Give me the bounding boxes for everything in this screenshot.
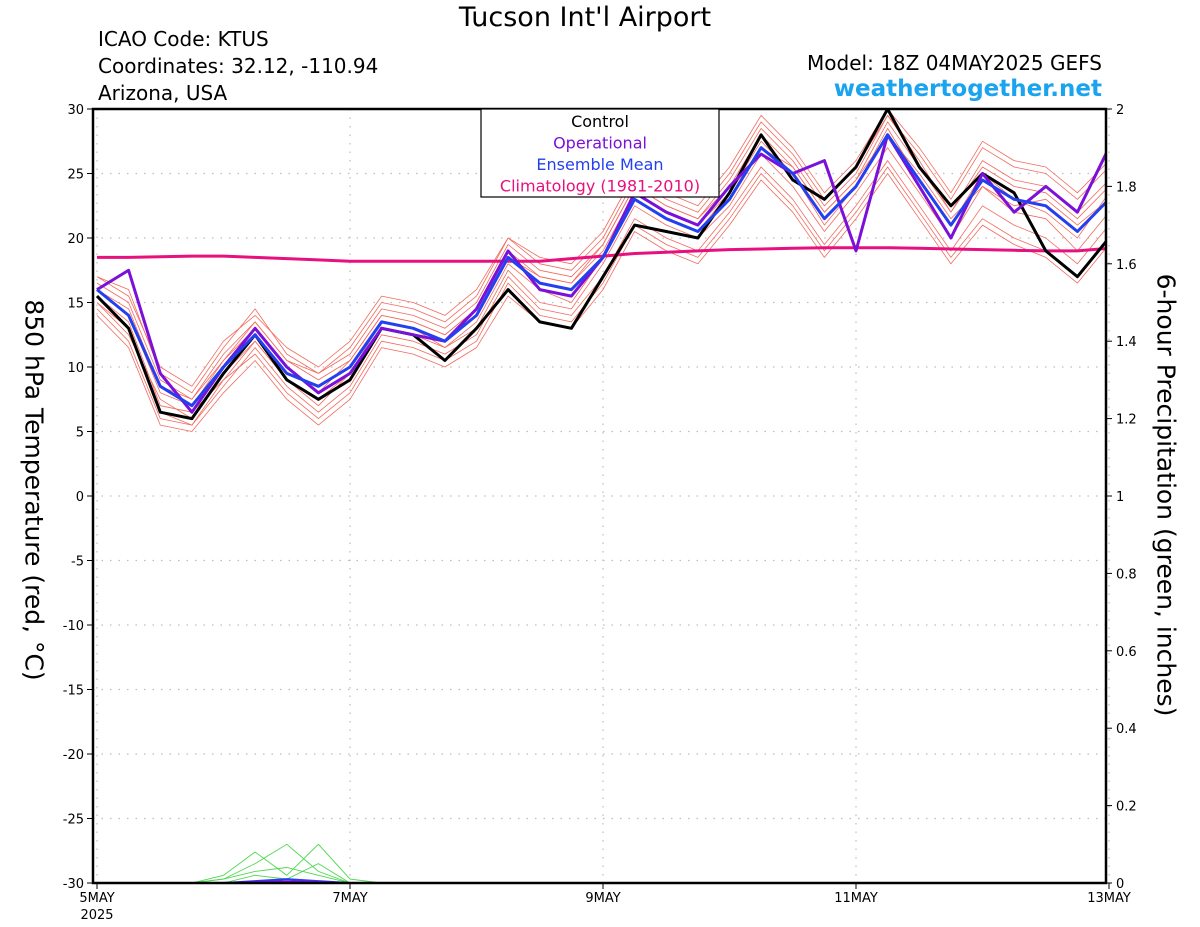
member-line (96, 166, 1106, 426)
y2-tick-label: 1.6 (1116, 258, 1137, 273)
precip-member-line (97, 867, 382, 883)
y-tick-label: -30 (63, 877, 84, 892)
member-line (96, 115, 1106, 394)
x-tick-label: 13MAY (1087, 891, 1131, 906)
x-tick-sublabel: 2025 (80, 908, 113, 923)
x-tick-label: 5MAY (79, 891, 114, 906)
ensemble-members (96, 109, 1106, 432)
legend-box (480, 108, 720, 198)
operational-line (96, 133, 1106, 414)
y-tick-label: 10 (67, 361, 84, 376)
y2-tick-label: 1.4 (1116, 335, 1137, 350)
precip-series (97, 843, 382, 883)
climatology-line (97, 246, 1106, 263)
y2-tick-label: 0.6 (1116, 645, 1137, 660)
y2-tick-label: 1 (1116, 490, 1124, 505)
precip-member-line (97, 843, 382, 883)
control-line (95, 109, 1106, 421)
y-tick-label: -15 (63, 684, 84, 699)
member-line (96, 173, 1106, 432)
y-tick-label: 30 (67, 103, 84, 118)
icao-code: ICAO Code: KTUS (98, 27, 269, 51)
legend-item: Control (571, 112, 629, 131)
y2-tick-label: 0 (1116, 877, 1124, 892)
member-line (96, 115, 1106, 400)
member-line (96, 128, 1106, 413)
region: Arizona, USA (98, 81, 228, 105)
chart-title: Tucson Int'l Airport (458, 2, 712, 33)
member-line (96, 121, 1106, 400)
x-tick-label: 9MAY (585, 891, 620, 906)
x-tick-label: 11MAY (834, 891, 878, 906)
legend: Control Operational Ensemble Mean Climatolo… (480, 108, 720, 198)
member-line (96, 147, 1106, 419)
ensemble-mean-line (96, 133, 1106, 408)
member-line (96, 160, 1106, 426)
y-tick-label: 25 (67, 168, 84, 183)
y-tick-label: 0 (76, 490, 84, 505)
y2-tick-label: 2 (1116, 103, 1124, 118)
site-link[interactable]: weathertogether.net (833, 76, 1102, 102)
y-tick-label: 20 (67, 232, 84, 247)
precip-member-line (97, 863, 382, 883)
legend-item: Climatology (1981-2010) (500, 177, 700, 196)
y-tick-label: -25 (63, 813, 84, 828)
y2-tick-label: 0.8 (1116, 567, 1137, 582)
grid (93, 109, 1110, 883)
y-tick-label: 5 (76, 426, 84, 441)
legend-item: Ensemble Mean (536, 155, 663, 174)
y2-tick-label: 0.4 (1116, 722, 1137, 737)
y-tick-label: 15 (67, 297, 84, 312)
y2-tick-label: 1.2 (1116, 413, 1137, 428)
precip-member-line (97, 843, 382, 883)
model-run: Model: 18Z 04MAY2025 GEFS (807, 51, 1102, 75)
y2-tick-label: 0.2 (1116, 800, 1137, 815)
x-tick-label: 7MAY (332, 891, 367, 906)
main-series (95, 109, 1106, 421)
legend-item: Operational (553, 134, 647, 153)
y-tick-label: -20 (63, 748, 84, 763)
y-tick-label: -10 (63, 619, 84, 634)
y-tick-label: -5 (71, 555, 84, 570)
coordinates: Coordinates: 32.12, -110.94 (98, 54, 379, 78)
axes: -30-25-20-15-10-505101520253000.20.40.60… (63, 103, 1137, 923)
y2-tick-label: 1.8 (1116, 180, 1137, 195)
plot-frame (91, 107, 1108, 885)
plot-border (91, 107, 1108, 885)
member-line (96, 109, 1106, 387)
